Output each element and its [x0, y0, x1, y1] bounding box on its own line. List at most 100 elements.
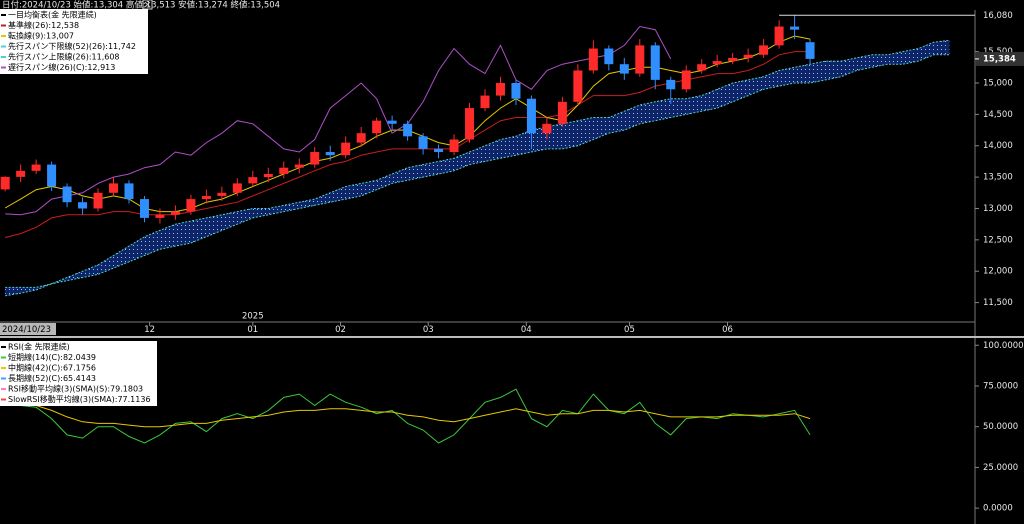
y-tick-label: 14,500: [983, 110, 1013, 120]
legend-title: 一目均衡表(金 先限連続): [8, 10, 97, 20]
x-tick-label: 03: [423, 325, 434, 335]
candle-body: [186, 199, 196, 212]
cursor-box: [0, 323, 56, 335]
legend-box: [0, 9, 148, 74]
candle-body: [217, 192, 227, 196]
candle-body: [588, 48, 598, 71]
candle-body: [418, 136, 428, 149]
candle-body: [495, 83, 505, 96]
candle-body: [0, 176, 10, 190]
candle-body: [170, 211, 180, 215]
candle-body: [47, 164, 57, 187]
candle-body: [666, 79, 676, 90]
candle-body: [387, 120, 397, 124]
y-tick-label: 14,000: [983, 141, 1013, 151]
y-tick-label: 12,000: [983, 267, 1013, 277]
candle-body: [712, 61, 722, 65]
candle-body: [403, 123, 413, 137]
candle-body: [573, 70, 583, 102]
candle-body: [294, 164, 304, 168]
candle-body: [604, 48, 614, 65]
series-line: [5, 25, 672, 216]
candle-body: [434, 148, 444, 153]
cloud: [5, 40, 950, 296]
candle-body: [480, 95, 490, 109]
close-icon: [144, 1, 151, 8]
candle-body: [790, 26, 800, 30]
candle-body: [743, 54, 753, 58]
candle-body: [263, 173, 273, 178]
candle-body: [78, 202, 88, 209]
series-line: [5, 54, 950, 288]
candle-body: [310, 152, 320, 165]
legend-title: RSI(金 先限連続): [8, 342, 70, 352]
candle-body: [697, 64, 707, 71]
legend-label: 中期線(42)(C):67.1756: [8, 363, 96, 373]
x-tick-label: 05: [624, 325, 635, 335]
x-tick-label: 04: [521, 325, 532, 335]
candle-body: [124, 183, 134, 200]
candle-body: [635, 45, 645, 74]
legend-box: [0, 341, 157, 406]
candle-body: [774, 26, 784, 46]
candle-body: [16, 170, 26, 177]
candle-body: [279, 167, 289, 174]
y-tick-label: 13,500: [983, 173, 1013, 183]
price-label-box: [976, 51, 1024, 66]
legend-label: SlowRSI移動平均線(3)(SMA):77.1136: [8, 394, 151, 404]
candle-body: [155, 214, 165, 218]
candle-body: [372, 120, 382, 134]
y-tick-label: 12,500: [983, 235, 1013, 245]
legend-label: 先行スパン下限線(52)(26):11,742: [8, 41, 136, 51]
legend-label: RSI移動平均線(3)(SMA)(S):79.1803: [8, 384, 143, 394]
legend-label: 基準線(26):12,538: [8, 20, 79, 30]
candle-body: [650, 45, 660, 80]
candle-body: [62, 186, 72, 203]
series-line: [5, 51, 811, 238]
candle-body: [542, 123, 552, 134]
cursor-date: 2024/10/23: [2, 325, 51, 335]
candle-body: [232, 183, 242, 193]
price-label: 15,384: [983, 54, 1016, 64]
candle-body: [449, 139, 459, 153]
candle-body: [139, 199, 149, 218]
y-tick-label: 15,000: [983, 79, 1013, 89]
legend-label: 短期線(14)(C):82.0439: [8, 352, 96, 362]
candle-body: [356, 133, 366, 143]
x-tick-label: 12: [144, 325, 155, 335]
candle-body: [325, 152, 335, 156]
candle-body: [511, 83, 521, 99]
y-tick-label: 13,000: [983, 204, 1013, 214]
candle-body: [341, 142, 351, 156]
candle-body: [201, 195, 211, 200]
legend-label: 先行スパン上限線(26):11,608: [8, 52, 120, 62]
legend: RSI(金 先限連続)短期線(14)(C):82.0439中期線(42)(C):…: [0, 341, 157, 406]
x-tick-label: 02: [335, 325, 346, 335]
y-tick-label: 25.0000: [983, 463, 1018, 473]
legend-label: 転換線(9):13,007: [8, 31, 74, 41]
candle-body: [619, 64, 629, 74]
y-tick-label: 75.0000: [983, 381, 1018, 391]
y-tick-label: 0.0000: [983, 504, 1013, 514]
series-line: [5, 401, 811, 428]
series-line: [5, 39, 950, 297]
x-tick-label: 01: [247, 325, 258, 335]
header-info: 日付:2024/10/23 始値:13,304 高値:13,513 安値:13,…: [2, 0, 280, 11]
x-tick-label: 06: [722, 325, 733, 335]
legend-label: 長期線(52)(C):65.4143: [8, 373, 96, 383]
candle-body: [31, 164, 41, 171]
legend-label: 遅行スパン線(26)(C):12,913: [8, 62, 115, 72]
candle-body: [759, 45, 769, 55]
candle-body: [248, 177, 258, 184]
candle-body: [728, 57, 738, 62]
candle-body: [526, 98, 536, 134]
candle-body: [109, 183, 119, 193]
candle-body: [93, 192, 103, 209]
y-tick-label: 11,500: [983, 298, 1013, 308]
series-line: [5, 388, 811, 444]
candle-body: [805, 42, 815, 59]
y-tick-label: 50.0000: [983, 422, 1018, 432]
